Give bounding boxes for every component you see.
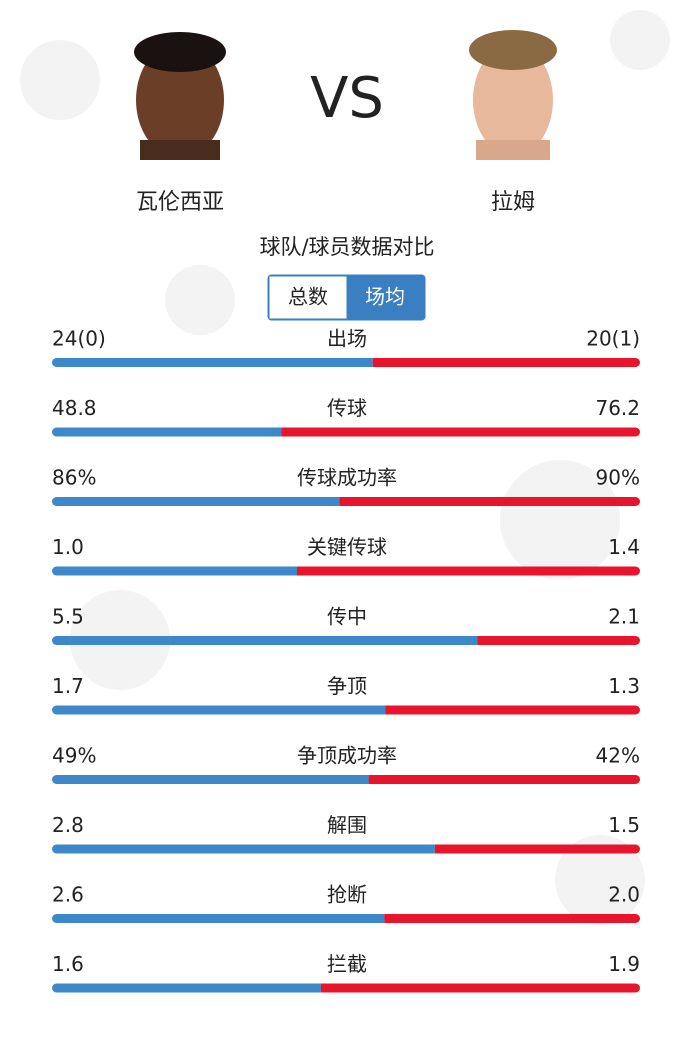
bar-joint: [372, 358, 378, 367]
stat-label: 传球: [327, 396, 367, 420]
stat-label: 解围: [327, 813, 367, 837]
bar-joint: [281, 427, 287, 437]
bar-joint: [320, 983, 326, 993]
right-value: 2.1: [608, 605, 640, 629]
left-bar: [52, 497, 340, 506]
left-value: 49%: [52, 744, 96, 768]
decoration: [20, 10, 670, 925]
stat-label: 争顶成功率: [297, 744, 397, 768]
right-bar: [281, 427, 640, 437]
tab-group: 总数 场均: [267, 274, 426, 321]
right-player-name: 拉姆: [491, 190, 535, 215]
bar-joint: [384, 914, 390, 923]
left-bar: [52, 914, 385, 923]
tab[interactable]: 总数: [269, 276, 347, 319]
bar-joint: [380, 705, 386, 715]
right-bar: [477, 636, 640, 645]
left-value: 48.8: [52, 396, 97, 420]
right-value: 1.9: [608, 952, 640, 976]
bar-joint: [367, 358, 373, 367]
stat-label: 传球成功率: [297, 466, 397, 490]
right-bar: [385, 705, 640, 715]
right-value: 20(1): [586, 327, 640, 351]
bar-joint: [315, 983, 321, 993]
bar-joint: [379, 914, 385, 923]
tab-background[interactable]: [346, 276, 424, 319]
bar-joint: [276, 427, 282, 437]
left-value: 24(0): [52, 327, 106, 351]
right-bar: [372, 358, 640, 367]
bar-joint: [339, 497, 345, 506]
left-bar: [52, 566, 297, 576]
left-bar: [52, 705, 386, 715]
right-value: 90%: [596, 466, 640, 490]
left-value: 5.5: [52, 605, 84, 629]
left-bar: [52, 358, 373, 367]
stat-label: 争顶: [327, 674, 367, 698]
bar-joint: [429, 844, 435, 854]
left-player-name: 瓦伦西亚: [136, 190, 224, 215]
right-player-photo: [469, 30, 557, 160]
right-value: 1.5: [608, 813, 640, 837]
tab[interactable]: 场均: [346, 276, 424, 319]
tab-background[interactable]: [269, 276, 347, 319]
left-value: 1.7: [52, 674, 84, 698]
stat-label: 出场: [327, 327, 367, 351]
right-bar: [339, 497, 640, 506]
right-value: 76.2: [595, 396, 640, 420]
left-value: 2.8: [52, 813, 84, 837]
bar-joint: [385, 705, 391, 715]
left-player-photo: [134, 32, 226, 160]
vs-label: VS: [310, 66, 384, 131]
right-bar: [297, 566, 640, 576]
right-bar: [368, 775, 640, 784]
left-bar: [52, 983, 321, 993]
left-value: 1.0: [52, 535, 84, 559]
bar-joint: [477, 636, 483, 645]
left-value: 1.6: [52, 952, 84, 976]
left-value: 2.6: [52, 883, 84, 907]
stats: 24(0) 出场 20(1) 48.8 传球 76.2 86% 传球成功率 90% 1.0 关键传球…: [52, 327, 640, 993]
left-bar: [52, 427, 282, 437]
bar-joint: [334, 497, 340, 506]
stat-label: 传中: [327, 605, 367, 629]
tab-label[interactable]: 场均: [365, 285, 405, 309]
right-value: 42%: [596, 744, 640, 768]
bar-joint: [297, 566, 302, 576]
right-value: 1.4: [608, 535, 640, 559]
tab-label[interactable]: 总数: [288, 285, 328, 309]
bar-joint: [472, 636, 478, 645]
right-value: 2.0: [608, 883, 640, 907]
right-value: 1.3: [608, 674, 640, 698]
bar-joint: [434, 844, 440, 854]
bar-joint: [292, 566, 297, 576]
stat-label: 抢断: [327, 883, 367, 907]
right-bar: [434, 844, 640, 854]
bar-joint: [363, 775, 369, 784]
right-bar: [384, 914, 640, 923]
stat-label: 关键传球: [307, 535, 387, 559]
subtitle: 球队/球员数据对比: [259, 235, 434, 259]
bar-joint: [368, 775, 374, 784]
left-value: 86%: [52, 466, 96, 490]
left-bar: [52, 636, 478, 645]
left-bar: [52, 844, 435, 854]
stat-label: 拦截: [327, 952, 367, 976]
right-bar: [320, 983, 640, 993]
left-bar: [52, 775, 369, 784]
